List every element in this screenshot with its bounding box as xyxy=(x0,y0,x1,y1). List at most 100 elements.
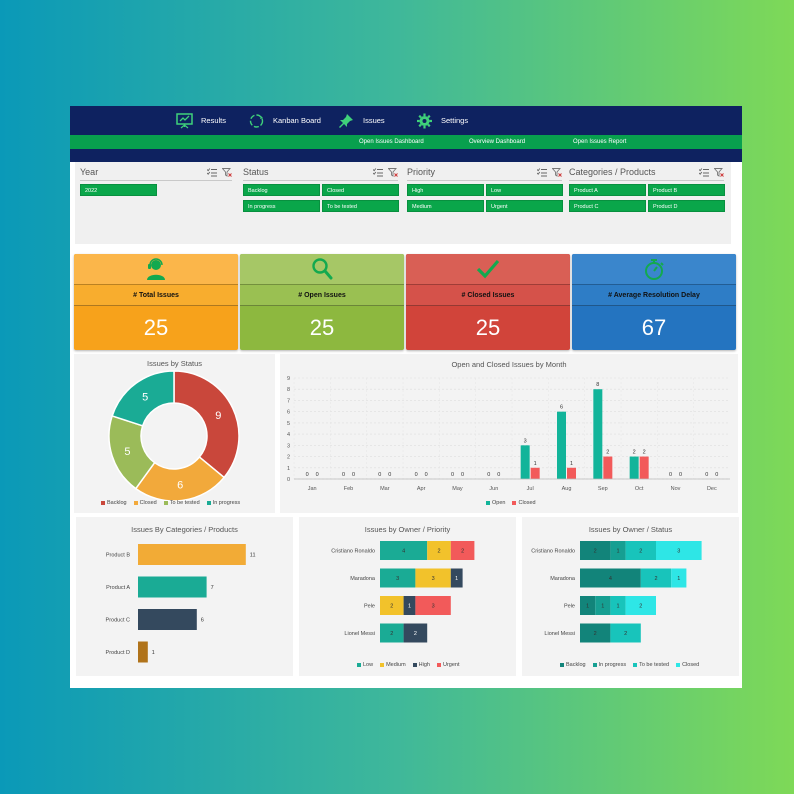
filter-chip-to-be-tested[interactable]: To be tested xyxy=(322,200,399,212)
filter-chip-backlog[interactable]: Backlog xyxy=(243,184,320,196)
clear-filter-icon[interactable] xyxy=(714,168,724,177)
multi-select-icon[interactable] xyxy=(537,168,547,177)
nav-results-label: Results xyxy=(201,116,227,125)
legend-item-to-be-tested: To be tested xyxy=(633,662,669,668)
checkmark-icon xyxy=(477,259,499,279)
issues-by-categories-chart: Product B 11 Product A 7 Product C 6 Product D… xyxy=(106,544,256,663)
filter-chip-in-progress[interactable]: In progress xyxy=(243,200,320,212)
open-closed-by-month-title: Open and Closed Issues by Month xyxy=(451,360,567,369)
filter-chip-2022[interactable]: 2022 xyxy=(80,184,157,196)
bar-maradona-to-be-tested xyxy=(640,568,672,588)
data-label-pele-in-progress: 1 xyxy=(601,604,604,610)
bar-pele-closed xyxy=(625,596,656,615)
bar-cristiano-ronaldo-closed xyxy=(656,541,702,560)
data-label-pele-urgent: 3 xyxy=(432,604,435,610)
open-issues-report-link[interactable]: Open Issues Report xyxy=(573,139,627,145)
clear-filter-icon[interactable] xyxy=(222,168,232,177)
bar-maradona-closed xyxy=(671,568,687,588)
bar-pele-urgent xyxy=(415,596,451,615)
data-label-pele-medium: 2 xyxy=(390,604,393,610)
data-label-lionel-messi-high: 2 xyxy=(414,631,417,637)
legend-item-backlog: Backlog xyxy=(560,662,586,668)
legend-item-high: High xyxy=(412,662,430,668)
bar-maradona-low xyxy=(380,568,416,588)
year-slicer: Year 2022 xyxy=(80,164,232,242)
nav-results-button[interactable]: Results xyxy=(176,106,226,135)
nav-issues-button[interactable]: Issues xyxy=(338,106,385,135)
donut-slice-in-progress xyxy=(111,370,175,427)
data-label-product-a: 7 xyxy=(211,585,214,591)
bar-product-a xyxy=(138,576,207,598)
nav-kanban-button[interactable]: Kanban Board xyxy=(248,106,321,135)
open-issues-dashboard-link[interactable]: Open Issues Dashboard xyxy=(359,139,424,145)
owner-label-pele: Pele xyxy=(364,604,375,610)
bar-lionel-messi-to-be-tested xyxy=(610,623,641,643)
legend-item-open: Open xyxy=(486,500,505,506)
x-tick-label-nov: Nov xyxy=(671,486,681,492)
clear-filter-icon[interactable] xyxy=(388,168,398,177)
bar-lionel-messi-low xyxy=(380,623,404,643)
data-label-cristiano-ronaldo-backlog: 2 xyxy=(594,549,597,555)
slicer-divider xyxy=(407,180,562,181)
legend-item-in-progress: In progress xyxy=(592,662,626,668)
data-label-closed-dec: 0 xyxy=(715,472,718,478)
owner-status-legend: Backlog In progress To be tested Closed xyxy=(560,662,699,668)
bar-pele-medium xyxy=(380,596,404,615)
y-tick-label: 9 xyxy=(287,376,290,382)
donut-label-backlog: 9 xyxy=(215,410,221,422)
owner-label-lionel-messi: Lionel Messi xyxy=(344,631,375,637)
filter-chip-closed[interactable]: Closed xyxy=(322,184,399,196)
x-tick-label-aug: Aug xyxy=(562,486,572,492)
y-tick-label: 1 xyxy=(287,466,290,472)
bar-product-c xyxy=(138,609,197,630)
data-label-open-jan: 0 xyxy=(306,472,309,478)
category-label-product-c: Product C xyxy=(106,618,130,624)
bar-product-b xyxy=(138,544,246,565)
data-label-closed-aug: 1 xyxy=(570,461,573,467)
data-label-maradona-closed: 1 xyxy=(677,576,680,582)
multi-select-icon[interactable] xyxy=(207,168,217,177)
data-label-closed-apr: 0 xyxy=(425,472,428,478)
issues-by-owner-priority-chart: Cristiano Ronaldo 4 2 2 Maradona 3 3 1 Pele 2 1 3 Li… xyxy=(331,541,475,643)
multi-select-icon[interactable] xyxy=(373,168,383,177)
filter-chip-urgent[interactable]: Urgent xyxy=(486,200,563,212)
filter-chip-product-a[interactable]: Product A xyxy=(569,184,646,196)
bar-product-d xyxy=(138,641,148,663)
data-label-open-jun: 0 xyxy=(487,472,490,478)
legend-item-backlog: Backlog xyxy=(101,500,127,506)
y-tick-label: 2 xyxy=(287,455,290,461)
filter-chip-medium[interactable]: Medium xyxy=(407,200,484,212)
dashboard-sheet: Results Kanban Board Issues Settings Ope… xyxy=(70,106,742,688)
nav-settings-label: Settings xyxy=(441,116,469,125)
owner-label-pele: Pele xyxy=(564,604,575,610)
kpi-average-resolution-delay: # Average Resolution Delay 67 xyxy=(572,254,736,350)
data-label-cristiano-ronaldo-to-be-tested: 2 xyxy=(639,549,642,555)
filter-chip-product-c[interactable]: Product C xyxy=(569,200,646,212)
nav-settings-button[interactable]: Settings xyxy=(416,106,468,135)
y-tick-label: 7 xyxy=(287,398,290,404)
issues-by-status-panel: Issues by Status 9 6 5 5 Backlog Closed To … xyxy=(74,354,275,513)
dashboard-links: Open Issues Dashboard Overview Dashboard… xyxy=(70,135,742,149)
nav-divider-strip xyxy=(70,149,742,162)
categories-slicer: Categories / Products Product A Product … xyxy=(569,164,725,242)
open-closed-legend: Open Closed xyxy=(486,500,536,506)
data-label-closed-mar: 0 xyxy=(388,472,391,478)
clear-filter-icon[interactable] xyxy=(552,168,562,177)
filter-chip-product-d[interactable]: Product D xyxy=(648,200,725,212)
y-tick-label: 0 xyxy=(287,477,290,483)
multi-select-icon[interactable] xyxy=(699,168,709,177)
filter-chip-product-b[interactable]: Product B xyxy=(648,184,725,196)
filter-chip-low[interactable]: Low xyxy=(486,184,563,196)
data-label-pele-backlog: 1 xyxy=(586,604,589,610)
bar-cristiano-ronaldo-backlog xyxy=(580,541,611,560)
overview-dashboard-link[interactable]: Overview Dashboard xyxy=(469,139,526,145)
stopwatch-icon xyxy=(645,259,664,280)
issues-by-owner-status-chart: Cristiano Ronaldo 2 1 2 3 Maradona 4 2 1 Pele 1 1 1 2… xyxy=(531,541,702,643)
nav-kanban-label: Kanban Board xyxy=(273,116,321,125)
kpi-closed-issues-label: # Closed Issues xyxy=(406,284,570,306)
data-label-open-aug: 6 xyxy=(560,405,563,411)
bar-closed-jul xyxy=(530,467,540,479)
top-navigation: Results Kanban Board Issues Settings xyxy=(70,106,742,135)
filter-chip-high[interactable]: High xyxy=(407,184,484,196)
bar-cristiano-ronaldo-to-be-tested xyxy=(625,541,656,560)
